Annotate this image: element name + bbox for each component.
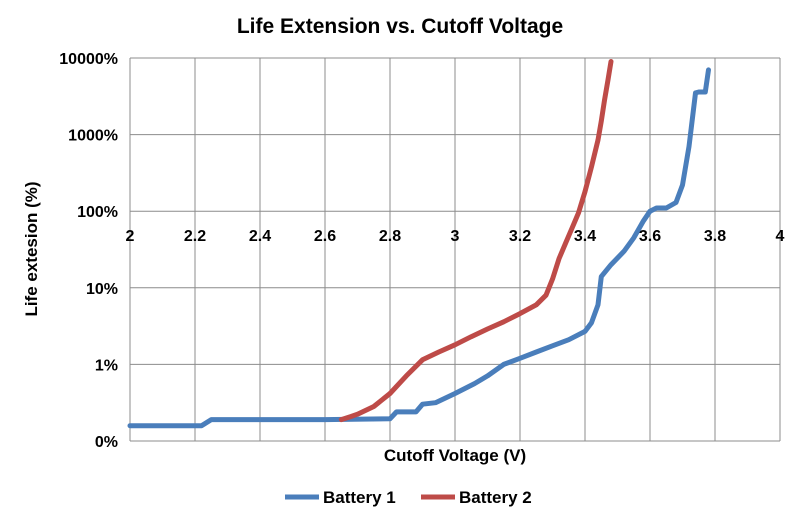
x-tick-label: 3.6 bbox=[639, 228, 661, 245]
x-tick-label: 3.8 bbox=[704, 228, 726, 245]
y-tick-label: 10% bbox=[86, 281, 118, 298]
y-tick-label: 10000% bbox=[59, 51, 118, 68]
x-tick-label: 2.8 bbox=[379, 228, 401, 245]
y-tick-label: 1000% bbox=[68, 128, 118, 145]
x-axis-label: Cutoff Voltage (V) bbox=[384, 446, 526, 465]
y-tick-label: 100% bbox=[77, 204, 118, 221]
grid bbox=[129, 57, 781, 442]
x-tick-label: 4 bbox=[776, 228, 785, 245]
x-tick-label: 2.4 bbox=[249, 228, 271, 245]
x-tick-label: 2.6 bbox=[314, 228, 336, 245]
x-tick-label: 2.2 bbox=[184, 228, 206, 245]
y-tick-label: 0% bbox=[95, 434, 118, 451]
legend[interactable]: Battery 1 Battery 2 bbox=[285, 488, 532, 507]
legend-item[interactable]: Battery 2 bbox=[421, 488, 532, 507]
y-tick-label: 1% bbox=[95, 357, 118, 374]
x-tick-label: 3.4 bbox=[574, 228, 596, 245]
x-tick-label: 3 bbox=[451, 228, 460, 245]
y-axis-label: Life extesion (%) bbox=[22, 181, 41, 316]
series-line-battery-2 bbox=[338, 59, 614, 423]
series-layer bbox=[127, 59, 711, 429]
x-tick-labels: 2 2.2 2.4 2.6 2.8 3 3.2 3.4 3.6 3.8 4 bbox=[126, 228, 785, 245]
x-tick-label: 2 bbox=[126, 228, 135, 245]
x-tick-label: 3.2 bbox=[509, 228, 531, 245]
chart-title: Life Extension vs. Cutoff Voltage bbox=[237, 15, 563, 38]
legend-label: Battery 1 bbox=[323, 488, 396, 507]
series-line-battery-1 bbox=[127, 67, 711, 429]
y-tick-labels: 0% 1% 10% 100% 1000% 10000% bbox=[59, 51, 118, 451]
legend-item[interactable]: Battery 1 bbox=[285, 488, 396, 507]
legend-label: Battery 2 bbox=[459, 488, 532, 507]
